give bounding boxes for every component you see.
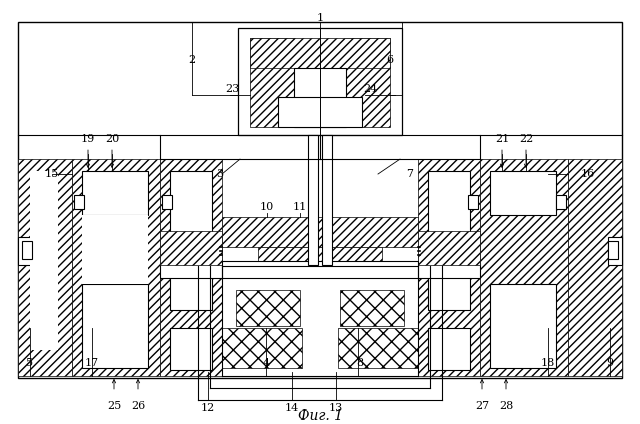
Bar: [18, 159, 72, 376]
Bar: [82, 171, 148, 215]
Bar: [250, 38, 294, 127]
Bar: [418, 231, 480, 265]
Bar: [338, 328, 418, 368]
Text: 17: 17: [85, 358, 99, 368]
Text: 15: 15: [45, 169, 59, 179]
Bar: [608, 237, 622, 265]
Bar: [160, 262, 480, 279]
Text: 14: 14: [285, 403, 299, 413]
Text: 23: 23: [225, 84, 239, 95]
Bar: [258, 247, 382, 265]
Text: 25: 25: [107, 401, 121, 411]
Bar: [170, 171, 212, 310]
Text: 21: 21: [495, 134, 509, 144]
Text: Фиг. 1: Фиг. 1: [298, 409, 342, 423]
Text: 27: 27: [475, 401, 489, 411]
Text: 1: 1: [316, 13, 324, 23]
Bar: [294, 67, 346, 127]
Bar: [160, 159, 222, 376]
Text: 12: 12: [201, 403, 215, 413]
Text: 9: 9: [607, 358, 614, 368]
Text: 19: 19: [81, 134, 95, 144]
Bar: [480, 159, 568, 376]
Bar: [82, 285, 148, 368]
Bar: [30, 171, 58, 350]
Bar: [428, 328, 470, 370]
Bar: [418, 159, 480, 376]
Bar: [18, 237, 32, 265]
Bar: [490, 171, 556, 215]
Bar: [236, 290, 300, 326]
Text: 22: 22: [519, 134, 533, 144]
Bar: [162, 195, 172, 209]
Bar: [608, 241, 618, 259]
Bar: [556, 195, 566, 209]
Bar: [346, 38, 390, 127]
Bar: [238, 28, 402, 135]
Text: 18: 18: [541, 358, 555, 368]
Text: 7: 7: [406, 169, 413, 179]
Text: 2: 2: [188, 55, 196, 65]
Bar: [170, 328, 212, 370]
Bar: [222, 328, 302, 368]
Bar: [160, 231, 222, 265]
Bar: [72, 159, 160, 376]
Text: 16: 16: [581, 169, 595, 179]
Bar: [222, 260, 418, 267]
Text: 26: 26: [131, 401, 145, 411]
Text: 3: 3: [216, 169, 223, 179]
Text: 6: 6: [387, 55, 394, 65]
Text: 28: 28: [499, 401, 513, 411]
Bar: [278, 98, 362, 127]
Text: 4: 4: [262, 358, 269, 368]
Bar: [74, 195, 84, 209]
Bar: [22, 241, 32, 259]
Bar: [18, 22, 622, 378]
Text: 13: 13: [329, 403, 343, 413]
Bar: [340, 290, 404, 326]
Text: 11: 11: [293, 202, 307, 212]
Text: 20: 20: [105, 134, 119, 144]
Bar: [308, 135, 318, 265]
Bar: [82, 215, 148, 285]
Bar: [322, 135, 332, 265]
Bar: [468, 195, 478, 209]
Text: 10: 10: [260, 202, 274, 212]
Text: 8: 8: [356, 358, 364, 368]
Text: 24: 24: [363, 84, 377, 95]
Bar: [222, 217, 418, 247]
Bar: [428, 171, 470, 310]
Bar: [490, 285, 556, 368]
Bar: [250, 38, 390, 67]
Text: 5: 5: [26, 358, 33, 368]
Bar: [568, 159, 622, 376]
